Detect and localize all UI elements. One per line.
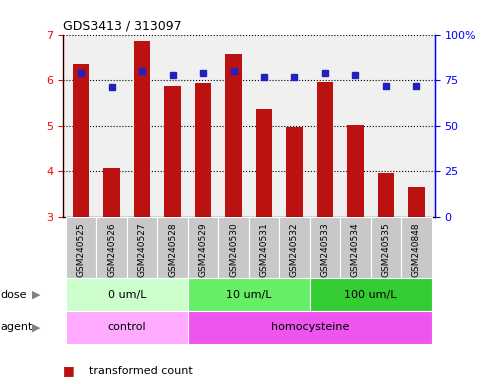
Text: ■: ■ (63, 364, 79, 377)
Bar (401, 217, 432, 278)
Bar (256, 109, 272, 217)
Bar (378, 173, 394, 217)
Bar (225, 54, 242, 217)
Bar (96, 217, 127, 278)
Bar (370, 217, 401, 278)
Bar (157, 217, 188, 278)
Bar (66, 217, 96, 278)
Text: GSM240526: GSM240526 (107, 222, 116, 276)
Bar (218, 217, 249, 278)
Text: GSM240529: GSM240529 (199, 222, 208, 276)
Bar (66, 278, 188, 311)
Text: GSM240533: GSM240533 (320, 222, 329, 276)
Bar (188, 217, 218, 278)
Text: GDS3413 / 313097: GDS3413 / 313097 (63, 19, 182, 32)
Text: homocysteine: homocysteine (270, 322, 349, 333)
Bar (103, 168, 120, 217)
Bar (340, 217, 370, 278)
Bar (249, 217, 279, 278)
Bar (408, 187, 425, 217)
Text: GSM240531: GSM240531 (259, 222, 269, 276)
Bar (347, 125, 364, 217)
Bar (164, 86, 181, 217)
Text: GSM240848: GSM240848 (412, 222, 421, 276)
Text: 0 um/L: 0 um/L (108, 290, 146, 300)
Text: ▶: ▶ (32, 322, 41, 333)
Text: GSM240528: GSM240528 (168, 222, 177, 276)
Bar (310, 217, 340, 278)
Text: agent: agent (0, 322, 32, 333)
Text: GSM240525: GSM240525 (77, 222, 85, 276)
Bar (279, 217, 310, 278)
Bar (188, 311, 432, 344)
Bar (66, 311, 188, 344)
Text: GSM240535: GSM240535 (382, 222, 390, 276)
Text: control: control (108, 322, 146, 333)
Text: 100 um/L: 100 um/L (344, 290, 397, 300)
Bar (195, 83, 212, 217)
Text: GSM240530: GSM240530 (229, 222, 238, 276)
Bar (73, 64, 89, 217)
Text: transformed count: transformed count (89, 366, 193, 376)
Bar (310, 278, 432, 311)
Text: 10 um/L: 10 um/L (226, 290, 271, 300)
Text: ▶: ▶ (32, 290, 41, 300)
Bar (188, 278, 310, 311)
Text: GSM240532: GSM240532 (290, 222, 299, 276)
Bar (316, 83, 333, 217)
Text: GSM240534: GSM240534 (351, 222, 360, 276)
Text: GSM240527: GSM240527 (138, 222, 146, 276)
Text: dose: dose (0, 290, 27, 300)
Bar (127, 217, 157, 278)
Bar (134, 41, 150, 217)
Bar (286, 127, 303, 217)
